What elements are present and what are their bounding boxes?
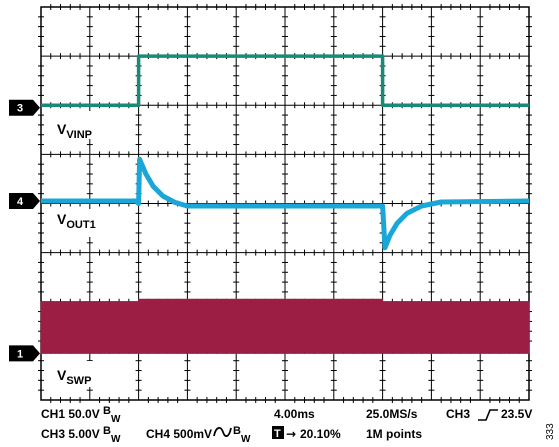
- channel-1-marker-label: 1: [17, 348, 23, 360]
- ch3-bw-sub: W: [111, 434, 121, 445]
- trigger-position-marker-label: T: [274, 428, 281, 440]
- svg-text:CH3 5.00V BW: CH3 5.00V BW: [41, 425, 121, 445]
- channel-4-marker: 4: [9, 193, 40, 210]
- trigger-source-readout: CH3: [446, 407, 470, 421]
- trigger-level-readout: 23.5V: [501, 407, 532, 421]
- ch4-bw-sub: W: [241, 434, 251, 445]
- trace-label-vout1: VOUT1: [44, 209, 114, 237]
- trace-label-vinp-main: V: [57, 121, 67, 137]
- trace-layer: [40, 54, 530, 354]
- scope-footer: CH1 50.0V BW 4.00ms 25.0MS/s CH3 23.5V C…: [41, 405, 532, 445]
- timebase-readout: 4.00ms: [274, 407, 315, 421]
- channel-4-marker-label: 4: [17, 196, 24, 208]
- channel-1-marker: 1: [9, 345, 40, 362]
- ch1-scale-readout: CH1 50.0V: [41, 407, 103, 421]
- trigger-position-marker-box: [272, 426, 284, 439]
- svg-text:VOUT1: VOUT1: [57, 211, 96, 231]
- channel-3-marker: 3: [9, 99, 40, 116]
- trace-label-vinp: VVINP: [44, 111, 114, 141]
- trace-label-vout1-sub: OUT1: [66, 219, 95, 231]
- trigger-position-readout: 20.10%: [300, 427, 341, 441]
- trace-vinp: [41, 54, 529, 108]
- trigger-arrow-icon: →: [286, 427, 296, 441]
- ch1-bw-sub: W: [111, 414, 121, 425]
- trace-label-vout1-main: V: [57, 211, 67, 227]
- sample-rate-readout: 25.0MS/s: [366, 407, 418, 421]
- record-length-readout: 1M points: [366, 427, 422, 441]
- trace-vout1: [41, 156, 530, 251]
- svg-text:BW: BW: [233, 425, 251, 445]
- ch1-bw-mark: B: [103, 405, 111, 417]
- trace-label-vswp-main: V: [57, 367, 67, 383]
- svg-text:VSWP: VSWP: [57, 367, 91, 387]
- channel-3-marker-shape: [9, 99, 40, 116]
- trace-vswp-band: [40, 298, 530, 354]
- ch4-scale-readout: CH4 500mV: [146, 427, 212, 441]
- trace-label-vinp-sub: VINP: [66, 129, 92, 141]
- ch3-scale-readout: CH3 5.00V: [41, 427, 103, 441]
- svg-text:CH1 50.0V BW: CH1 50.0V BW: [41, 405, 121, 425]
- trace-label-vswp-sub: SWP: [66, 375, 91, 387]
- ch4-bw-mark: B: [233, 425, 241, 437]
- ch3-bw-mark: B: [103, 425, 111, 437]
- trace-label-vswp: VSWP: [44, 361, 104, 387]
- channel-markers: 3 4 1: [9, 99, 40, 362]
- channel-4-marker-shape: [9, 193, 40, 210]
- channel-1-marker-shape: [9, 345, 40, 362]
- ac-coupling-icon: [213, 427, 232, 437]
- figure-id: 333: [545, 423, 556, 440]
- channel-3-marker-label: 3: [17, 103, 23, 115]
- rising-edge-icon: [478, 409, 498, 421]
- svg-text:VVINP: VVINP: [57, 121, 92, 141]
